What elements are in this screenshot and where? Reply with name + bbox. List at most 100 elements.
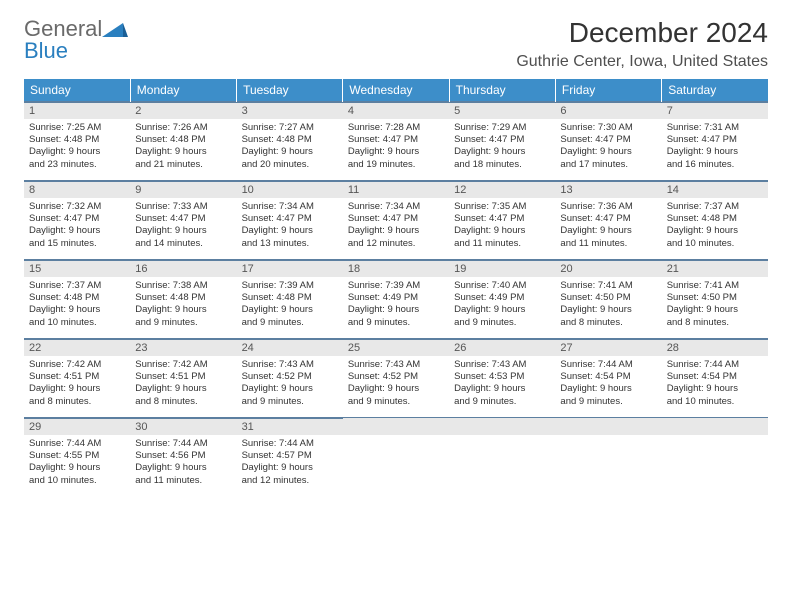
day-line-d2: and 21 minutes. [135, 159, 231, 171]
day-line-d1: Daylight: 9 hours [29, 383, 125, 395]
day-cell: 23Sunrise: 7:42 AMSunset: 4:51 PMDayligh… [130, 338, 236, 417]
day-body: Sunrise: 7:25 AMSunset: 4:48 PMDaylight:… [24, 119, 130, 180]
day-line-d1: Daylight: 9 hours [348, 304, 444, 316]
day-line-d1: Daylight: 9 hours [242, 304, 338, 316]
day-body: Sunrise: 7:36 AMSunset: 4:47 PMDaylight:… [555, 198, 661, 259]
empty-day-body [449, 435, 555, 487]
day-line-ss: Sunset: 4:47 PM [454, 134, 550, 146]
day-cell: 4Sunrise: 7:28 AMSunset: 4:47 PMDaylight… [343, 101, 449, 180]
day-line-ss: Sunset: 4:50 PM [667, 292, 763, 304]
day-line-sr: Sunrise: 7:44 AM [242, 438, 338, 450]
day-line-d1: Daylight: 9 hours [135, 383, 231, 395]
day-line-d1: Daylight: 9 hours [29, 225, 125, 237]
day-line-ss: Sunset: 4:47 PM [29, 213, 125, 225]
day-line-sr: Sunrise: 7:39 AM [348, 280, 444, 292]
day-line-ss: Sunset: 4:48 PM [667, 213, 763, 225]
day-line-d2: and 10 minutes. [667, 238, 763, 250]
day-line-ss: Sunset: 4:50 PM [560, 292, 656, 304]
day-line-sr: Sunrise: 7:34 AM [348, 201, 444, 213]
day-number: 25 [343, 339, 449, 356]
day-cell: 29Sunrise: 7:44 AMSunset: 4:55 PMDayligh… [24, 417, 130, 496]
empty-day-body [662, 435, 768, 487]
day-line-d1: Daylight: 9 hours [348, 225, 444, 237]
day-line-ss: Sunset: 4:52 PM [348, 371, 444, 383]
day-line-sr: Sunrise: 7:43 AM [242, 359, 338, 371]
day-line-d2: and 8 minutes. [667, 317, 763, 329]
day-cell [449, 417, 555, 496]
day-line-sr: Sunrise: 7:28 AM [348, 122, 444, 134]
day-cell [555, 417, 661, 496]
day-line-ss: Sunset: 4:54 PM [560, 371, 656, 383]
day-body: Sunrise: 7:43 AMSunset: 4:53 PMDaylight:… [449, 356, 555, 417]
day-line-d2: and 14 minutes. [135, 238, 231, 250]
empty-day-header [662, 418, 768, 435]
day-line-d2: and 8 minutes. [560, 317, 656, 329]
day-body: Sunrise: 7:38 AMSunset: 4:48 PMDaylight:… [130, 277, 236, 338]
day-line-d1: Daylight: 9 hours [348, 383, 444, 395]
calendar-page: General Blue December 2024 Guthrie Cente… [0, 0, 792, 514]
day-line-sr: Sunrise: 7:37 AM [29, 280, 125, 292]
day-line-ss: Sunset: 4:47 PM [348, 213, 444, 225]
day-line-d2: and 19 minutes. [348, 159, 444, 171]
day-line-d1: Daylight: 9 hours [29, 304, 125, 316]
dow-sunday: Sunday [24, 79, 130, 102]
day-line-d1: Daylight: 9 hours [135, 462, 231, 474]
day-line-sr: Sunrise: 7:44 AM [29, 438, 125, 450]
dow-tuesday: Tuesday [237, 79, 343, 102]
day-line-d2: and 9 minutes. [242, 317, 338, 329]
day-number: 26 [449, 339, 555, 356]
day-line-ss: Sunset: 4:47 PM [560, 134, 656, 146]
day-line-d1: Daylight: 9 hours [135, 146, 231, 158]
day-line-d1: Daylight: 9 hours [242, 225, 338, 237]
day-cell: 25Sunrise: 7:43 AMSunset: 4:52 PMDayligh… [343, 338, 449, 417]
day-body: Sunrise: 7:26 AMSunset: 4:48 PMDaylight:… [130, 119, 236, 180]
day-body: Sunrise: 7:29 AMSunset: 4:47 PMDaylight:… [449, 119, 555, 180]
day-line-d2: and 10 minutes. [667, 396, 763, 408]
day-number: 18 [343, 260, 449, 277]
day-line-sr: Sunrise: 7:35 AM [454, 201, 550, 213]
day-line-sr: Sunrise: 7:36 AM [560, 201, 656, 213]
day-cell: 3Sunrise: 7:27 AMSunset: 4:48 PMDaylight… [237, 101, 343, 180]
day-number: 1 [24, 102, 130, 119]
day-line-ss: Sunset: 4:55 PM [29, 450, 125, 462]
day-cell: 9Sunrise: 7:33 AMSunset: 4:47 PMDaylight… [130, 180, 236, 259]
day-number: 3 [237, 102, 343, 119]
day-body: Sunrise: 7:39 AMSunset: 4:48 PMDaylight:… [237, 277, 343, 338]
day-cell: 8Sunrise: 7:32 AMSunset: 4:47 PMDaylight… [24, 180, 130, 259]
day-line-sr: Sunrise: 7:44 AM [135, 438, 231, 450]
day-number: 31 [237, 418, 343, 435]
day-cell: 31Sunrise: 7:44 AMSunset: 4:57 PMDayligh… [237, 417, 343, 496]
day-cell: 1Sunrise: 7:25 AMSunset: 4:48 PMDaylight… [24, 101, 130, 180]
day-line-sr: Sunrise: 7:38 AM [135, 280, 231, 292]
day-cell: 18Sunrise: 7:39 AMSunset: 4:49 PMDayligh… [343, 259, 449, 338]
day-line-d2: and 17 minutes. [560, 159, 656, 171]
month-title: December 2024 [516, 18, 768, 49]
day-cell: 14Sunrise: 7:37 AMSunset: 4:48 PMDayligh… [662, 180, 768, 259]
day-line-sr: Sunrise: 7:34 AM [242, 201, 338, 213]
day-line-sr: Sunrise: 7:39 AM [242, 280, 338, 292]
day-body: Sunrise: 7:44 AMSunset: 4:55 PMDaylight:… [24, 435, 130, 496]
empty-day-body [555, 435, 661, 487]
day-line-d1: Daylight: 9 hours [454, 225, 550, 237]
day-body: Sunrise: 7:39 AMSunset: 4:49 PMDaylight:… [343, 277, 449, 338]
day-line-ss: Sunset: 4:48 PM [29, 134, 125, 146]
day-line-ss: Sunset: 4:53 PM [454, 371, 550, 383]
day-line-sr: Sunrise: 7:26 AM [135, 122, 231, 134]
day-number: 21 [662, 260, 768, 277]
day-line-d2: and 9 minutes. [348, 317, 444, 329]
day-cell: 30Sunrise: 7:44 AMSunset: 4:56 PMDayligh… [130, 417, 236, 496]
day-cell: 16Sunrise: 7:38 AMSunset: 4:48 PMDayligh… [130, 259, 236, 338]
day-body: Sunrise: 7:27 AMSunset: 4:48 PMDaylight:… [237, 119, 343, 180]
day-cell: 10Sunrise: 7:34 AMSunset: 4:47 PMDayligh… [237, 180, 343, 259]
day-line-ss: Sunset: 4:47 PM [242, 213, 338, 225]
day-line-sr: Sunrise: 7:30 AM [560, 122, 656, 134]
empty-day-header [555, 418, 661, 435]
logo-triangle-icon [102, 21, 128, 37]
day-cell: 19Sunrise: 7:40 AMSunset: 4:49 PMDayligh… [449, 259, 555, 338]
day-line-d1: Daylight: 9 hours [29, 462, 125, 474]
dow-thursday: Thursday [449, 79, 555, 102]
day-cell: 7Sunrise: 7:31 AMSunset: 4:47 PMDaylight… [662, 101, 768, 180]
day-number: 17 [237, 260, 343, 277]
day-line-d1: Daylight: 9 hours [667, 225, 763, 237]
day-number: 4 [343, 102, 449, 119]
